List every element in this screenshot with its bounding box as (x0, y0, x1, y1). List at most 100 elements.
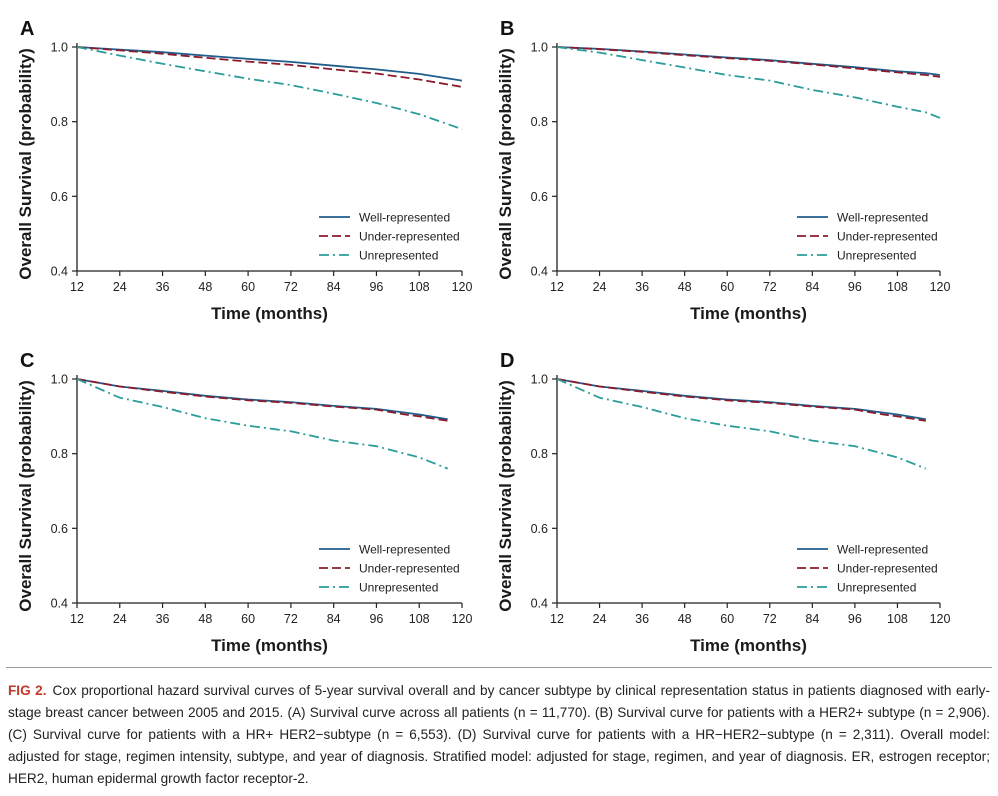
x-tick-label: 24 (593, 612, 607, 626)
legend-label: Unrepresented (359, 581, 438, 595)
series-line-under-represented (76, 46, 463, 88)
x-tick-label: 12 (550, 280, 564, 294)
x-tick-label: 96 (369, 612, 383, 626)
y-tick-label: 0.8 (51, 115, 68, 129)
x-tick-label: 72 (284, 612, 298, 626)
x-tick-label: 12 (70, 612, 84, 626)
x-tick-label: 12 (70, 280, 84, 294)
x-tick-label: 108 (409, 612, 430, 626)
legend-label: Unrepresented (837, 581, 916, 595)
x-tick-label: 108 (887, 612, 908, 626)
x-tick-label: 108 (887, 280, 908, 294)
series-line-unrepresented (76, 46, 463, 130)
x-tick-label: 96 (848, 612, 862, 626)
x-tick-label: 72 (763, 280, 777, 294)
legend-label: Well-represented (837, 211, 928, 225)
y-tick-label: 0.6 (531, 190, 548, 204)
y-axis-title: Overall Survival (probability) (16, 380, 35, 611)
legend-label: Under-represented (359, 230, 460, 244)
x-tick-label: 60 (241, 280, 255, 294)
series-line-under-represented (76, 378, 448, 422)
series-line-well-represented (76, 378, 448, 421)
series-line-under-represented (556, 46, 941, 78)
figure-caption-text: Cox proportional hazard survival curves … (8, 683, 990, 786)
x-tick-label: 120 (452, 612, 473, 626)
caption-divider (6, 667, 992, 668)
series-line-unrepresented (556, 46, 941, 119)
x-tick-label: 36 (635, 612, 649, 626)
series-line-well-represented (556, 378, 926, 421)
x-tick-label: 84 (327, 280, 341, 294)
y-tick-label: 0.4 (51, 265, 68, 279)
series-line-unrepresented (76, 378, 449, 470)
figure-canvas: A 0.4 0.6 0.8 1.0 12 24 36 48 60 72 84 96 108 120 Time … (16, 18, 950, 655)
y-tick-label: 0.4 (531, 597, 548, 611)
y-tick-label: 1.0 (531, 373, 548, 387)
x-tick-label: 48 (678, 612, 692, 626)
panel-label-a: A (20, 18, 34, 40)
legend-label: Unrepresented (837, 249, 916, 263)
panel-label-b: B (500, 18, 514, 40)
x-tick-label: 48 (198, 612, 212, 626)
series-line-unrepresented (556, 378, 927, 470)
x-tick-label: 24 (113, 280, 127, 294)
series-line-well-represented (76, 46, 463, 82)
x-tick-label: 36 (156, 280, 170, 294)
x-axis-title: Time (months) (690, 636, 807, 655)
x-tick-label: 120 (930, 612, 951, 626)
legend-label: Under-represented (837, 562, 938, 576)
panel-d: D 0.4 0.6 0.8 1.0 12 24 36 48 60 72 84 96 108 120 Time … (496, 350, 950, 655)
legend-label: Unrepresented (359, 249, 438, 263)
figure-caption-label: FIG 2. (8, 683, 47, 698)
x-tick-label: 96 (369, 280, 383, 294)
x-tick-label: 84 (805, 612, 819, 626)
x-tick-label: 108 (409, 280, 430, 294)
x-tick-label: 120 (930, 280, 951, 294)
y-tick-label: 0.6 (51, 190, 68, 204)
x-tick-label: 36 (156, 612, 170, 626)
y-tick-label: 1.0 (531, 41, 548, 55)
x-tick-label: 24 (113, 612, 127, 626)
series-line-under-represented (556, 378, 926, 422)
y-tick-label: 0.6 (531, 522, 548, 536)
panel-a: A 0.4 0.6 0.8 1.0 12 24 36 48 60 72 84 96 108 120 Time … (16, 18, 472, 323)
legend-label: Well-represented (359, 543, 450, 557)
y-tick-label: 0.8 (531, 115, 548, 129)
figure-caption: FIG 2. Cox proportional hazard survival c… (8, 680, 990, 790)
x-tick-label: 84 (805, 280, 819, 294)
y-tick-label: 0.4 (531, 265, 548, 279)
x-tick-label: 120 (452, 280, 473, 294)
legend-label: Well-represented (837, 543, 928, 557)
y-axis-title: Overall Survival (probability) (16, 48, 35, 279)
x-axis-title: Time (months) (211, 636, 328, 655)
x-axis-title: Time (months) (211, 304, 328, 323)
x-tick-label: 60 (241, 612, 255, 626)
x-tick-label: 60 (720, 280, 734, 294)
x-tick-label: 96 (848, 280, 862, 294)
y-tick-label: 1.0 (51, 41, 68, 55)
x-tick-label: 36 (635, 280, 649, 294)
x-tick-label: 60 (720, 612, 734, 626)
x-tick-label: 72 (763, 612, 777, 626)
panel-label-d: D (500, 350, 514, 372)
x-tick-label: 72 (284, 280, 298, 294)
x-tick-label: 24 (593, 280, 607, 294)
y-axis-title: Overall Survival (probability) (496, 380, 515, 611)
panel-c: C 0.4 0.6 0.8 1.0 12 24 36 48 60 72 84 96 108 120 Time … (16, 350, 472, 655)
x-tick-label: 48 (198, 280, 212, 294)
y-tick-label: 1.0 (51, 373, 68, 387)
x-tick-label: 12 (550, 612, 564, 626)
legend-label: Under-represented (837, 230, 938, 244)
y-tick-label: 0.8 (51, 447, 68, 461)
x-tick-label: 48 (678, 280, 692, 294)
panel-label-c: C (20, 350, 34, 372)
panel-b: B 0.4 0.6 0.8 1.0 12 24 36 48 60 72 84 96 108 120 Time … (496, 18, 950, 323)
y-tick-label: 0.8 (531, 447, 548, 461)
y-tick-label: 0.6 (51, 522, 68, 536)
legend-label: Well-represented (359, 211, 450, 225)
legend-label: Under-represented (359, 562, 460, 576)
x-tick-label: 84 (327, 612, 341, 626)
y-tick-label: 0.4 (51, 597, 68, 611)
y-axis-title: Overall Survival (probability) (496, 48, 515, 279)
x-axis-title: Time (months) (690, 304, 807, 323)
